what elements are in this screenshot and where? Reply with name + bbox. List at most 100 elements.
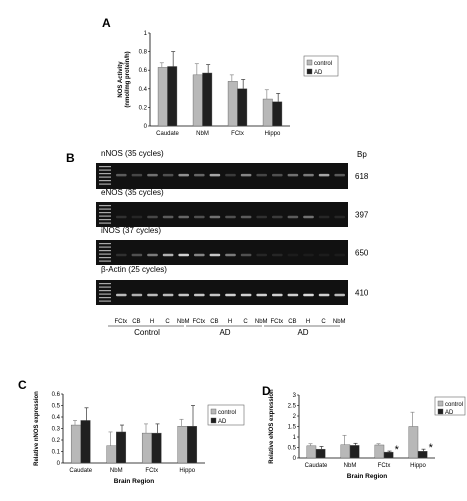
gel-band	[131, 293, 143, 297]
chart-d-bar-control-caudate	[306, 445, 317, 459]
chart-c-y-tick-label: 0.1	[52, 450, 61, 456]
chart-d-bar-control-nbm	[340, 444, 351, 459]
chart-c-legend-label-control: control	[218, 410, 236, 416]
gel-band	[178, 173, 189, 177]
gel-band	[209, 253, 221, 257]
gel-band	[240, 173, 252, 177]
gel-band	[272, 253, 283, 257]
chart-d-y-tick-label: 0.5	[288, 446, 297, 452]
chart-d-legend-label-control: control	[445, 402, 463, 408]
lane-label: C	[321, 319, 326, 325]
gel-band	[178, 253, 189, 257]
gel-band	[225, 173, 236, 177]
chart-d-bar-control-fctx	[374, 444, 385, 459]
panel-d-letter: D	[262, 384, 271, 398]
gel-band	[162, 173, 174, 177]
chart-d-legend-label-ad: AD	[445, 410, 454, 416]
gel-band	[147, 253, 158, 257]
chart-c-bar-ad-fctx	[151, 432, 162, 464]
chart-d-y-tick-label: 1	[293, 435, 297, 441]
chart-a-x-tick-label-caudate: Caudate	[156, 131, 179, 137]
gel-bp-value: 650	[355, 249, 369, 258]
chart-a-bar-ad-fctx	[237, 88, 248, 127]
gel-band	[318, 215, 330, 219]
gel-band	[287, 173, 299, 177]
chart-d-y-tick-label: 1.5	[288, 425, 297, 431]
gel-band	[116, 253, 127, 257]
gel-ladder-band	[99, 253, 111, 255]
gel-label: β-Actin (25 cycles)	[101, 265, 167, 274]
gel-ladder-band	[99, 297, 111, 299]
chart-a-x-tick-label-hippo: Hippo	[265, 131, 281, 137]
gel-ladder-band	[99, 260, 111, 262]
chart-a-y-tick-label: 1	[144, 31, 148, 37]
gel-band	[209, 215, 221, 219]
chart-a-y-axis-label: (nmol/mg protein/h)	[125, 51, 131, 107]
chart-c-y-tick-label: 0	[57, 461, 61, 467]
gel-band	[303, 173, 314, 177]
chart-c-legend-label-ad: AD	[218, 419, 227, 425]
gel-ladder-band	[99, 222, 111, 224]
chart-c-bar-ad-caudate	[80, 420, 91, 464]
gel-band	[147, 173, 158, 177]
chart-a-bar-control-fctx	[227, 81, 238, 127]
chart-d: 0 0.5 1 1.5 2 2.5 3 Caudate NbM FCtx Hippo * * Brain …	[269, 389, 466, 480]
chart-a-y-axis-label: NOS Activity	[118, 61, 124, 98]
gel-band	[334, 253, 345, 257]
chart-c-x-axis-label: Brain Region	[114, 478, 154, 485]
lane-label: NbM	[255, 319, 268, 325]
chart-d-bar-ad-nbm	[349, 445, 360, 459]
gel-band	[287, 215, 299, 219]
chart-d-y-axis-label: Relative eNOS expression	[269, 389, 275, 464]
gel-label: iNOS (37 cycles)	[101, 226, 161, 235]
gel-band	[131, 215, 143, 219]
gel-ladder-band	[99, 290, 111, 292]
chart-a-y-tick-label: 0.2	[139, 105, 148, 111]
chart-c-y-tick-label: 0.4	[52, 415, 61, 421]
gel-band	[147, 293, 158, 297]
lane-label: FCtx	[192, 319, 205, 325]
chart-c-bar-control-nbm	[106, 445, 117, 464]
group-label: AD	[297, 328, 308, 337]
gel-band	[272, 215, 283, 219]
lane-label: NbM	[333, 319, 346, 325]
lane-label: H	[228, 319, 232, 325]
chart-d-x-tick-label-caudate: Caudate	[305, 463, 328, 469]
gel-ladder-band	[99, 215, 111, 217]
chart-d-significance-mark: *	[429, 442, 434, 454]
gel-band	[334, 173, 345, 177]
chart-c-bar-control-hippo	[177, 426, 188, 464]
chart-c-legend-swatch-ad	[210, 417, 217, 424]
gel-band	[240, 253, 252, 257]
gel-bp-value: 618	[355, 172, 369, 181]
gel-ladder-band	[99, 180, 111, 182]
gel-band	[287, 253, 299, 257]
chart-c-y-tick-label: 0.5	[52, 404, 61, 410]
gel-band	[194, 173, 205, 177]
gel-band	[303, 253, 314, 257]
gel-image	[96, 280, 348, 305]
gel-bp-value: 397	[355, 211, 369, 220]
chart-c-bar-control-caudate	[70, 424, 81, 464]
gel-band	[272, 293, 283, 297]
chart-c-legend-box	[207, 404, 245, 426]
gel-band	[287, 293, 299, 297]
chart-a-legend-label-ad: AD	[314, 70, 323, 76]
gel-ladder-band	[99, 257, 111, 259]
gel-band	[272, 173, 283, 177]
chart-d-bar-ad-hippo	[417, 451, 428, 459]
chart-a-bar-ad-nbm	[202, 72, 213, 127]
chart-a-y-tick-label: 0.4	[139, 87, 148, 93]
chart-c-y-tick-label: 0.6	[52, 392, 61, 398]
group-label: AD	[219, 328, 230, 337]
gel-ladder-band	[99, 246, 111, 248]
gel-ladder-band	[99, 293, 111, 295]
gel-band	[225, 253, 236, 257]
chart-a-bar-ad-hippo	[272, 101, 283, 127]
gel-label: nNOS (35 cycles)	[101, 149, 164, 158]
chart-d-x-tick-label-nbm: NbM	[344, 463, 357, 469]
chart-d-legend-swatch-control	[437, 400, 444, 407]
gel-ladder-band	[99, 205, 111, 207]
chart-a-legend-label-control: control	[314, 61, 332, 67]
chart-a-legend-swatch-control	[306, 59, 313, 66]
